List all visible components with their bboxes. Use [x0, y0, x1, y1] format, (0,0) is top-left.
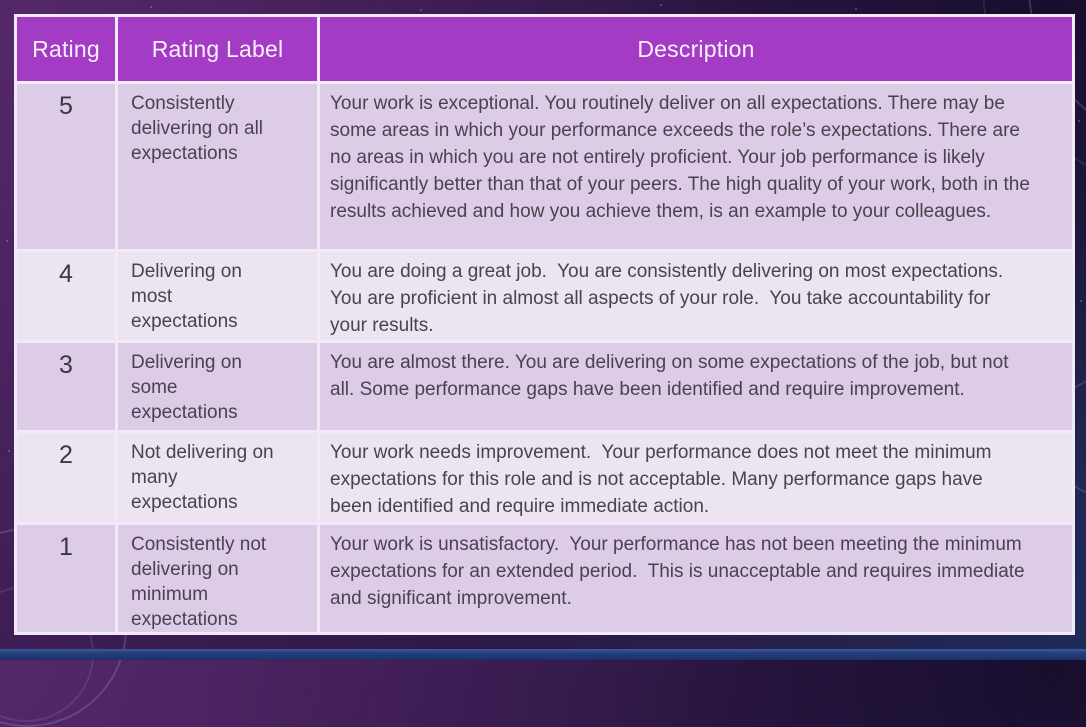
rating-scale-table: Rating Rating Label Description 5 Consis…: [14, 14, 1075, 635]
description-cell: Your work is unsatisfactory. Your perfor…: [317, 522, 1075, 635]
rating-cell: 4: [14, 249, 118, 343]
rating-cell: 5: [14, 81, 118, 252]
description-cell: You are almost there. You are delivering…: [317, 340, 1075, 433]
rating-cell: 1: [14, 522, 118, 635]
column-header-rating: Rating: [14, 14, 118, 84]
decor-star: [420, 9, 422, 11]
table-row-rating-5: 5 Consistently delivering on all expecta…: [14, 81, 1075, 252]
decor-star: [8, 450, 10, 452]
table-row-rating-4: 4 Delivering on most expectations You ar…: [14, 249, 1075, 343]
description-cell: You are doing a great job. You are consi…: [317, 249, 1075, 343]
rating-cell: 2: [14, 430, 118, 525]
table-row-rating-2: 2 Not delivering on many expectations Yo…: [14, 430, 1075, 525]
decor-star: [150, 6, 152, 8]
decor-star: [1078, 120, 1080, 122]
bottom-accent-bar: [0, 649, 1086, 660]
table-row-rating-3: 3 Delivering on some expectations You ar…: [14, 340, 1075, 433]
rating-label-cell: Delivering on some expectations: [115, 340, 320, 433]
rating-label-cell: Not delivering on many expectations: [115, 430, 320, 525]
rating-label-cell: Delivering on most expectations: [115, 249, 320, 343]
decor-star: [1080, 300, 1082, 302]
column-header-description: Description: [317, 14, 1075, 84]
table-row-rating-1: 1 Consistently not delivering on minimum…: [14, 522, 1075, 635]
description-cell: Your work is exceptional. You routinely …: [317, 81, 1075, 252]
decor-star: [660, 4, 662, 6]
column-header-rating-label: Rating Label: [115, 14, 320, 84]
table-header-row: Rating Rating Label Description: [14, 14, 1075, 84]
rating-label-cell: Consistently delivering on all expectati…: [115, 81, 320, 252]
decor-star: [6, 240, 8, 242]
decor-star: [855, 8, 857, 10]
description-cell: Your work needs improvement. Your perfor…: [317, 430, 1075, 525]
rating-label-cell: Consistently not delivering on minimum e…: [115, 522, 320, 635]
rating-cell: 3: [14, 340, 118, 433]
